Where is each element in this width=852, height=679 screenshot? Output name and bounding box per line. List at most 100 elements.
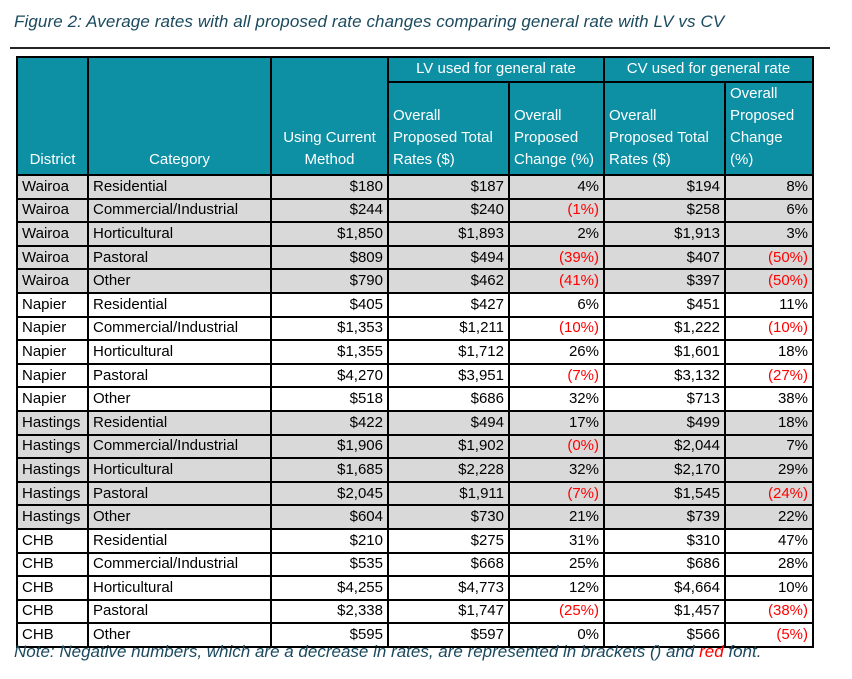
table-row: Wairoa Commercial/Industrial $244 $240 (1%) $… — [16, 197, 814, 224]
current-method-cell: $405 — [270, 291, 389, 318]
col-header-category: Category — [87, 56, 272, 176]
group-header-cv: CV used for general rate — [603, 56, 814, 83]
table-row: Napier Other $518 $686 32% $713 38% — [16, 386, 814, 412]
lv-change-cell: 2% — [508, 221, 605, 247]
lv-rates-cell: $730 — [387, 504, 510, 530]
figure-note: Note: Negative numbers, which are a decr… — [14, 642, 761, 662]
district-cell: Wairoa — [16, 244, 89, 271]
district-cell: Hastings — [16, 457, 89, 483]
lv-change-cell: 4% — [508, 174, 605, 200]
current-method-cell: $790 — [270, 268, 389, 294]
lv-rates-cell: $1,902 — [387, 433, 510, 460]
cv-rates-cell: $686 — [603, 551, 726, 578]
lv-change-cell: 31% — [508, 527, 605, 554]
category-cell: Residential — [87, 527, 272, 554]
cv-change-cell: (50%) — [724, 268, 814, 294]
cv-rates-cell: $4,664 — [603, 575, 726, 601]
lv-rates-cell: $1,712 — [387, 339, 510, 365]
cv-change-cell: 28% — [724, 551, 814, 578]
current-method-cell: $244 — [270, 197, 389, 224]
table-header: District Category Using Current Method L… — [16, 56, 814, 176]
lv-change-cell: 12% — [508, 575, 605, 601]
district-cell: Napier — [16, 291, 89, 318]
district-cell: Hastings — [16, 409, 89, 436]
current-method-cell: $210 — [270, 527, 389, 554]
cv-change-cell: 29% — [724, 457, 814, 483]
lv-change-cell: 25% — [508, 551, 605, 578]
table-row: Hastings Other $604 $730 21% $739 22% — [16, 504, 814, 530]
rates-comparison-table: District Category Using Current Method L… — [16, 56, 814, 648]
lv-rates-cell: $1,211 — [387, 315, 510, 342]
lv-change-cell: (0%) — [508, 433, 605, 460]
group-header-lv: LV used for general rate — [387, 56, 605, 83]
current-method-cell: $1,355 — [270, 339, 389, 365]
cv-change-cell: (10%) — [724, 315, 814, 342]
lv-rates-cell: $597 — [387, 622, 510, 648]
cv-rates-cell: $310 — [603, 527, 726, 554]
lv-rates-cell: $1,893 — [387, 221, 510, 247]
lv-rates-cell: $4,773 — [387, 575, 510, 601]
lv-change-cell: 0% — [508, 622, 605, 648]
lv-rates-cell: $686 — [387, 386, 510, 412]
table-row: CHB Horticultural $4,255 $4,773 12% $4,664 10% — [16, 575, 814, 601]
lv-rates-cell: $462 — [387, 268, 510, 294]
divider-line — [10, 47, 830, 49]
lv-change-cell: (7%) — [508, 362, 605, 389]
cv-change-cell: 47% — [724, 527, 814, 554]
table-body: Wairoa Residential $180 $187 4% $194 8% Wairoa C… — [16, 174, 814, 648]
cv-rates-cell: $451 — [603, 291, 726, 318]
district-cell: CHB — [16, 575, 89, 601]
category-cell: Horticultural — [87, 457, 272, 483]
lv-change-cell: (1%) — [508, 197, 605, 224]
category-cell: Horticultural — [87, 221, 272, 247]
table-row: CHB Residential $210 $275 31% $310 47% — [16, 527, 814, 554]
category-cell: Commercial/Industrial — [87, 433, 272, 460]
table-row: Napier Pastoral $4,270 $3,951 (7%) $3,132 (27%… — [16, 362, 814, 389]
lv-change-cell: (7%) — [508, 480, 605, 507]
cv-rates-cell: $499 — [603, 409, 726, 436]
district-cell: Hastings — [16, 480, 89, 507]
cv-rates-cell: $258 — [603, 197, 726, 224]
col-header-lv-proposed-change: Overall Proposed Change (%) — [508, 81, 605, 176]
cv-rates-cell: $397 — [603, 268, 726, 294]
cv-change-cell: 18% — [724, 339, 814, 365]
category-cell: Commercial/Industrial — [87, 315, 272, 342]
category-cell: Horticultural — [87, 575, 272, 601]
cv-change-cell: (24%) — [724, 480, 814, 507]
district-cell: Wairoa — [16, 174, 89, 200]
category-cell: Pastoral — [87, 598, 272, 625]
current-method-cell: $422 — [270, 409, 389, 436]
lv-rates-cell: $275 — [387, 527, 510, 554]
cv-rates-cell: $713 — [603, 386, 726, 412]
cv-rates-cell: $2,170 — [603, 457, 726, 483]
lv-change-cell: (41%) — [508, 268, 605, 294]
cv-rates-cell: $407 — [603, 244, 726, 271]
lv-change-cell: 26% — [508, 339, 605, 365]
current-method-cell: $180 — [270, 174, 389, 200]
lv-change-cell: 32% — [508, 457, 605, 483]
table-row: CHB Pastoral $2,338 $1,747 (25%) $1,457 (38%) — [16, 598, 814, 625]
note-red-word: red — [699, 642, 724, 661]
table-row: Napier Horticultural $1,355 $1,712 26% $1,601… — [16, 339, 814, 365]
lv-rates-cell: $3,951 — [387, 362, 510, 389]
district-cell: Napier — [16, 386, 89, 412]
cv-rates-cell: $1,601 — [603, 339, 726, 365]
district-cell: Hastings — [16, 433, 89, 460]
cv-change-cell: (38%) — [724, 598, 814, 625]
category-cell: Pastoral — [87, 244, 272, 271]
current-method-cell: $1,906 — [270, 433, 389, 460]
lv-rates-cell: $240 — [387, 197, 510, 224]
lv-rates-cell: $427 — [387, 291, 510, 318]
district-cell: Wairoa — [16, 268, 89, 294]
cv-change-cell: (27%) — [724, 362, 814, 389]
table-row: Wairoa Other $790 $462 (41%) $397 (50%) — [16, 268, 814, 294]
current-method-cell: $1,353 — [270, 315, 389, 342]
lv-change-cell: (25%) — [508, 598, 605, 625]
lv-rates-cell: $668 — [387, 551, 510, 578]
table-row: Hastings Horticultural $1,685 $2,228 32% $2,1… — [16, 457, 814, 483]
current-method-cell: $518 — [270, 386, 389, 412]
category-cell: Residential — [87, 174, 272, 200]
current-method-cell: $4,270 — [270, 362, 389, 389]
category-cell: Other — [87, 268, 272, 294]
